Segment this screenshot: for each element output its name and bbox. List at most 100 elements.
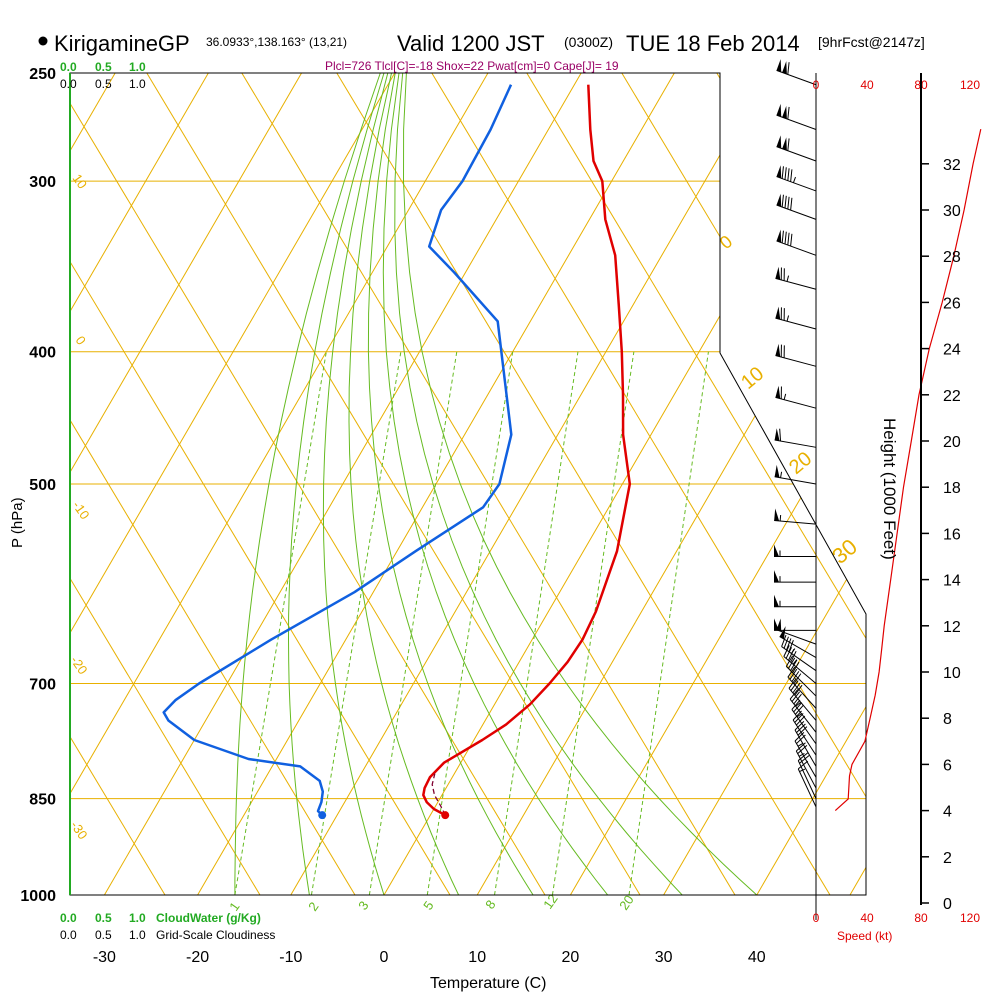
wind-barb xyxy=(792,710,817,756)
wind-barb xyxy=(775,385,817,409)
mixing-ratio-line xyxy=(426,351,514,895)
isotherm-line xyxy=(663,73,866,895)
wind-barb xyxy=(795,742,817,789)
cloud-tick: 0.0 xyxy=(60,928,77,942)
speed-tick-top: 120 xyxy=(960,78,980,92)
temperature-tick-label: 20 xyxy=(562,949,580,966)
isotherm-label: -30 xyxy=(68,818,91,842)
temperature-tick-label: -30 xyxy=(93,949,116,966)
top-cloud-tick: 0.0 xyxy=(60,77,77,91)
surface-temperature-point xyxy=(441,811,450,820)
adiabat-label: 30 xyxy=(827,534,862,569)
isotherm-line xyxy=(290,73,768,895)
wind-barb xyxy=(774,428,817,448)
speed-tick-top: 40 xyxy=(860,78,874,92)
isotherm-line xyxy=(103,73,582,895)
height-tick-label: 8 xyxy=(943,711,952,728)
pressure-tick-label: 400 xyxy=(29,345,56,362)
cloud-tick: 1.0 xyxy=(129,928,146,942)
pressure-tick-label: 700 xyxy=(29,677,56,694)
height-axis-label: Height (1000 Feet) xyxy=(880,418,899,560)
height-tick-label: 28 xyxy=(943,249,961,266)
dry-adiabat-line xyxy=(811,73,866,895)
temperature-tick-label: 30 xyxy=(655,949,673,966)
wind-barb xyxy=(787,666,817,709)
height-tick-label: 18 xyxy=(943,480,961,497)
wind-barb xyxy=(775,266,817,290)
wind-barb xyxy=(779,626,817,658)
temperature-tick-label: 0 xyxy=(380,949,389,966)
wind-barb xyxy=(774,464,817,485)
wind-barb xyxy=(776,229,817,256)
temperature-line xyxy=(422,84,632,817)
station-marker-icon xyxy=(38,36,48,46)
isotherm-label: -10 xyxy=(70,498,93,522)
wind-barb xyxy=(775,343,817,367)
moist-adiabat-line xyxy=(348,73,460,895)
station-coords: 36.0933°,138.163° (13,21) xyxy=(206,35,347,49)
mixing-ratio-line xyxy=(551,351,635,895)
cloud-tick: 0.5 xyxy=(95,928,112,942)
height-tick-label: 12 xyxy=(943,619,961,636)
pressure-tick-label: 500 xyxy=(29,477,56,494)
wind-barb xyxy=(776,165,817,192)
cloudwater-title: CloudWater (g/Kg) xyxy=(156,911,261,925)
x-axis-label: Temperature (C) xyxy=(430,975,546,992)
wind-barb xyxy=(794,721,817,767)
profiles xyxy=(162,84,632,820)
top-cloud-tick: 1.0 xyxy=(129,77,146,91)
dry-adiabat-line xyxy=(146,73,641,895)
dry-adiabat-line xyxy=(70,73,166,895)
mixing-ratio-label: 3 xyxy=(355,898,371,913)
height-tick-label: 32 xyxy=(943,157,961,174)
wind-barb xyxy=(776,103,817,130)
speed-title: Speed (kt) xyxy=(837,929,892,943)
wind-barb xyxy=(774,570,816,583)
height-tick-label: 20 xyxy=(943,434,961,451)
isotherm-line xyxy=(476,73,866,895)
height-tick-label: 30 xyxy=(943,203,961,220)
cloudiness-title: Grid-Scale Cloudiness xyxy=(156,928,275,942)
top-water-tick: 0.0 xyxy=(60,60,77,74)
speed-tick-top: 0 xyxy=(813,78,820,92)
valid-time: Valid 1200 JST xyxy=(397,31,545,56)
isotherm-line xyxy=(70,73,396,895)
mixing-ratio-label: 2 xyxy=(305,899,321,914)
dewpoint-line xyxy=(162,84,513,817)
adiabat-label: 10 xyxy=(737,363,768,394)
wind-barb xyxy=(774,508,817,525)
height-tick-label: 14 xyxy=(943,573,961,590)
dry-adiabat-line xyxy=(526,73,866,895)
adiabat-label: 20 xyxy=(785,448,816,479)
dry-adiabat-line xyxy=(621,73,866,895)
temperature-tick-label: 10 xyxy=(468,949,486,966)
pressure-tick-label: 300 xyxy=(29,174,56,191)
top-water-tick: 1.0 xyxy=(129,60,146,74)
isotherm-label: -20 xyxy=(68,653,91,677)
wind-barb xyxy=(774,594,816,608)
height-tick-label: 10 xyxy=(943,665,961,682)
isotherm-label: 0 xyxy=(73,333,89,348)
temperature-tick-label: -20 xyxy=(186,949,209,966)
mixing-ratio-label: 8 xyxy=(482,897,498,912)
adiabat-label: 0 xyxy=(716,231,737,253)
moist-adiabat-line xyxy=(382,73,609,895)
wind-barb xyxy=(794,731,817,778)
height-tick-label: 4 xyxy=(943,804,952,821)
wind-barb xyxy=(776,135,817,162)
mixing-ratio-line xyxy=(310,351,402,895)
height-tick-label: 26 xyxy=(943,295,961,312)
water-tick: 0.5 xyxy=(95,911,112,925)
water-tick: 0.0 xyxy=(60,911,77,925)
temperature-tick-label: 40 xyxy=(748,949,766,966)
top-water-tick: 0.5 xyxy=(95,60,112,74)
y-axis-label: P (hPa) xyxy=(9,497,26,548)
mixing-ratio-label: 5 xyxy=(420,898,436,913)
water-tick: 1.0 xyxy=(129,911,146,925)
pressure-tick-label: 1000 xyxy=(20,888,56,905)
wind-barb xyxy=(775,306,817,330)
moist-adiabat-line xyxy=(402,73,758,895)
